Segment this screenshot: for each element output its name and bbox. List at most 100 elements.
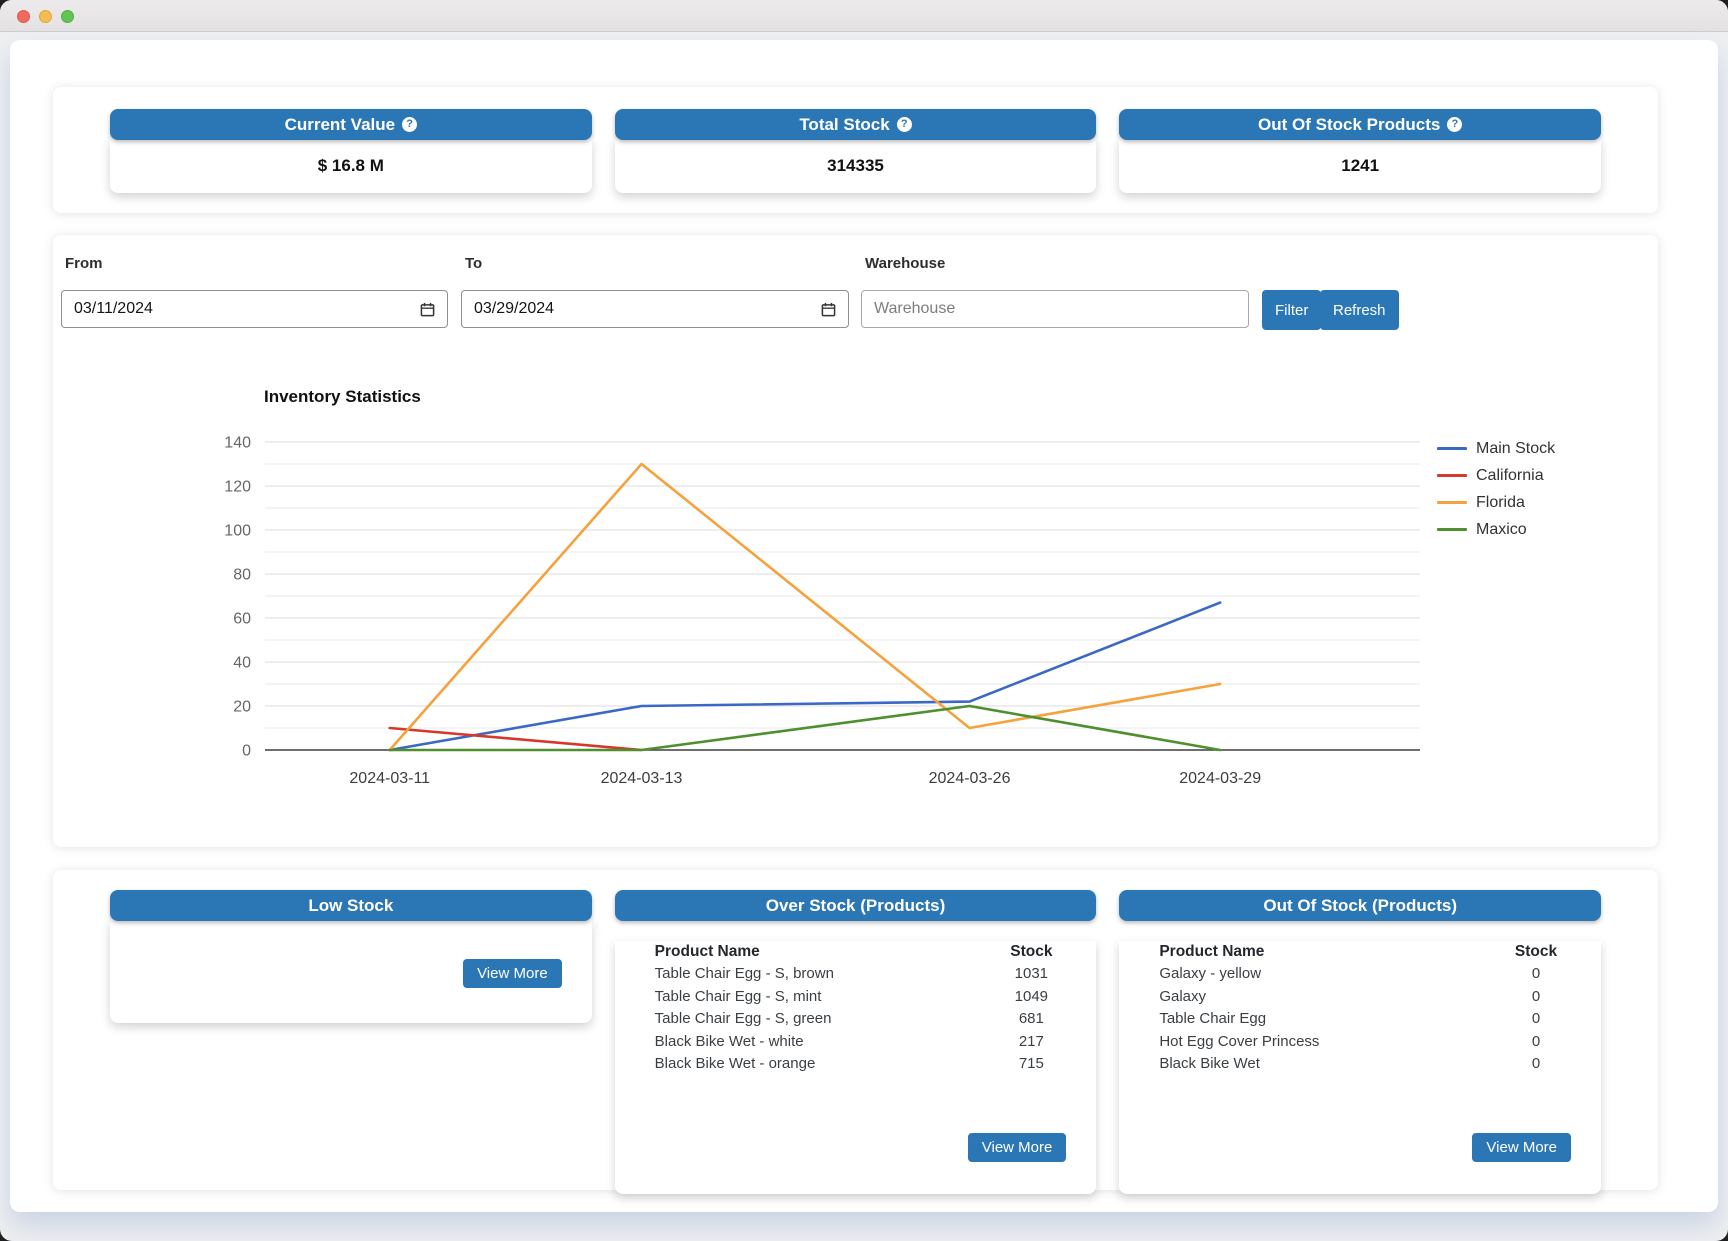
product-name-cell: Black Bike Wet - white: [655, 1031, 987, 1053]
stock-cell: 1031: [986, 963, 1076, 985]
from-date-input[interactable]: 03/11/2024: [61, 290, 448, 328]
filter-button[interactable]: Filter: [1262, 290, 1321, 330]
table-row: Galaxy - yellow0: [1159, 963, 1581, 985]
legend-swatch: [1437, 528, 1467, 531]
stock-cell: 0: [1491, 1053, 1581, 1075]
y-axis-tick-label: 100: [224, 523, 251, 540]
product-name-cell: Hot Egg Cover Princess: [1159, 1031, 1491, 1053]
legend-swatch: [1437, 474, 1467, 477]
legend-label: Maxico: [1476, 521, 1527, 539]
filter-chart-section: From To Warehouse 03/11/2024 03/29/2024: [53, 235, 1658, 847]
legend-item-california[interactable]: California: [1437, 462, 1555, 489]
dashboard-panel: Current Value ? $ 16.8 M Total Stock ? 3…: [10, 40, 1718, 1212]
warehouse-input[interactable]: [861, 290, 1249, 328]
over-stock-body: Product NameStockTable Chair Egg - S, br…: [615, 941, 1097, 1194]
to-date-input[interactable]: 03/29/2024: [461, 290, 849, 328]
close-window-button[interactable]: [17, 10, 30, 23]
stat-card-header: Out Of Stock Products ?: [1119, 109, 1601, 140]
window-titlebar: [0, 0, 1728, 32]
over-stock-table: Product NameStockTable Chair Egg - S, br…: [655, 941, 1077, 1075]
x-axis-tick-label: 2024-03-11: [349, 770, 430, 787]
table-header-row: Product NameStock: [1159, 941, 1581, 963]
out-of-stock-body: Product NameStockGalaxy - yellow0Galaxy0…: [1119, 941, 1601, 1194]
refresh-button[interactable]: Refresh: [1320, 290, 1399, 330]
product-name-cell: Black Bike Wet: [1159, 1053, 1491, 1075]
product-name-cell: Table Chair Egg - S, brown: [655, 963, 987, 985]
product-name-cell: Galaxy: [1159, 986, 1491, 1008]
stock-cell: 715: [986, 1053, 1076, 1075]
table-row: Black Bike Wet - orange715: [655, 1053, 1077, 1075]
product-name-cell: Table Chair Egg - S, green: [655, 1008, 987, 1030]
from-label: From: [65, 255, 103, 272]
help-icon[interactable]: ?: [1447, 117, 1462, 132]
x-axis-tick-label: 2024-03-29: [1179, 770, 1261, 787]
stock-cell: 0: [1491, 963, 1581, 985]
inventory-line-chart: 0204060801001201402024-03-112024-03-1320…: [220, 430, 1550, 795]
stat-card-out-of-stock: Out Of Stock Products ? 1241: [1119, 109, 1601, 191]
card-title: Over Stock (Products): [615, 890, 1097, 921]
calendar-icon[interactable]: [821, 302, 836, 317]
table-row: Table Chair Egg - S, brown1031: [655, 963, 1077, 985]
table-row: Table Chair Egg0: [1159, 1008, 1581, 1030]
stats-section: Current Value ? $ 16.8 M Total Stock ? 3…: [53, 87, 1658, 213]
app-window: Current Value ? $ 16.8 M Total Stock ? 3…: [0, 0, 1728, 1241]
table-row: Table Chair Egg - S, mint1049: [655, 986, 1077, 1008]
stat-label: Out Of Stock Products: [1258, 115, 1440, 135]
low-stock-view-more-button[interactable]: View More: [463, 959, 562, 988]
product-name-cell: Table Chair Egg: [1159, 1008, 1491, 1030]
y-axis-tick-label: 60: [233, 611, 251, 628]
table-row: Black Bike Wet0: [1159, 1053, 1581, 1075]
minimize-window-button[interactable]: [39, 10, 52, 23]
product-name-cell: Product Name: [1159, 941, 1491, 963]
legend-label: Florida: [1476, 494, 1525, 512]
y-axis-tick-label: 40: [233, 655, 251, 672]
table-row: Galaxy0: [1159, 986, 1581, 1008]
chart-legend: Main StockCalifornia Florida Maxico: [1437, 435, 1555, 543]
low-stock-card: Low Stock View More: [110, 890, 592, 1023]
legend-item-florida[interactable]: Florida: [1437, 489, 1555, 516]
y-axis-tick-label: 140: [224, 435, 251, 452]
legend-item-main-stock[interactable]: Main Stock: [1437, 435, 1555, 462]
low-stock-body: View More: [110, 919, 592, 1023]
stat-label: Current Value: [285, 115, 396, 135]
from-date-value: 03/11/2024: [74, 300, 153, 318]
stock-cell: 0: [1491, 1031, 1581, 1053]
series-line-florida: [390, 464, 1220, 750]
help-icon[interactable]: ?: [897, 117, 912, 132]
stat-card-header: Current Value ?: [110, 109, 592, 140]
y-axis-tick-label: 20: [233, 699, 251, 716]
legend-swatch: [1437, 447, 1467, 450]
y-axis-tick-label: 0: [242, 743, 251, 760]
table-row: Hot Egg Cover Princess0: [1159, 1031, 1581, 1053]
over-stock-view-more-button[interactable]: View More: [968, 1133, 1067, 1162]
card-title: Out Of Stock (Products): [1119, 890, 1601, 921]
stock-cell: 217: [986, 1031, 1076, 1053]
calendar-icon[interactable]: [420, 302, 435, 317]
table-row: Table Chair Egg - S, green681: [655, 1008, 1077, 1030]
stock-cell: 1049: [986, 986, 1076, 1008]
help-icon[interactable]: ?: [402, 117, 417, 132]
out-of-stock-table: Product NameStockGalaxy - yellow0Galaxy0…: [1159, 941, 1581, 1075]
table-row: Black Bike Wet - white217: [655, 1031, 1077, 1053]
out-of-stock-card: Out Of Stock (Products) Product NameStoc…: [1119, 890, 1601, 1194]
maximize-window-button[interactable]: [61, 10, 74, 23]
legend-item-maxico[interactable]: Maxico: [1437, 516, 1555, 543]
x-axis-tick-label: 2024-03-13: [601, 770, 683, 787]
over-stock-card: Over Stock (Products) Product NameStockT…: [615, 890, 1097, 1194]
to-date-value: 03/29/2024: [474, 300, 554, 318]
stock-cell: 681: [986, 1008, 1076, 1030]
product-name-cell: Product Name: [655, 941, 987, 963]
product-name-cell: Black Bike Wet - orange: [655, 1053, 987, 1075]
legend-swatch: [1437, 501, 1467, 504]
out-of-stock-view-more-button[interactable]: View More: [1472, 1133, 1571, 1162]
x-axis-tick-label: 2024-03-26: [929, 770, 1011, 787]
stock-cell: Stock: [986, 941, 1076, 963]
stock-cell: Stock: [1491, 941, 1581, 963]
warehouse-label: Warehouse: [865, 255, 945, 272]
stat-value: $ 16.8 M: [110, 138, 592, 193]
product-name-cell: Galaxy - yellow: [1159, 963, 1491, 985]
stat-label: Total Stock: [799, 115, 889, 135]
card-title: Low Stock: [110, 890, 592, 921]
stat-card-total-stock: Total Stock ? 314335: [615, 109, 1097, 191]
stat-value: 314335: [615, 138, 1097, 193]
